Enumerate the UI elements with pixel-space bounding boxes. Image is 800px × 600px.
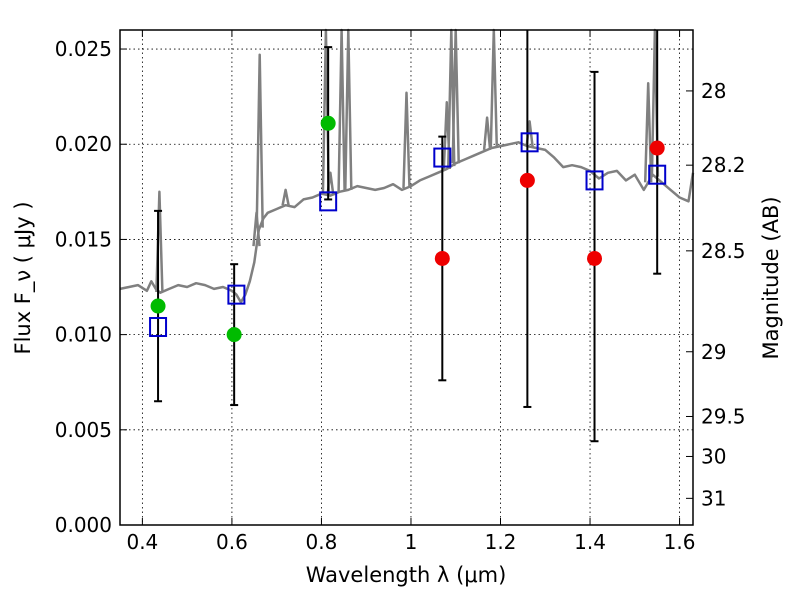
y2-tick-label: 28 — [701, 79, 726, 103]
x-tick-label: 1 — [405, 530, 418, 554]
observed-circle-point — [587, 250, 603, 266]
y2-tick-label: 31 — [701, 486, 726, 510]
x-tick-label: 0.8 — [306, 530, 338, 554]
plot-area — [119, 28, 695, 443]
x-tick-label: 1.2 — [485, 530, 517, 554]
model-square-point — [520, 132, 539, 153]
model-square-point — [227, 284, 246, 305]
right-axis-label: Magnitude (AB) — [759, 196, 783, 359]
y-tick-label: 0.025 — [55, 37, 112, 61]
emission-line-spike — [281, 188, 290, 206]
spectrum-line — [119, 141, 695, 304]
y-tick-label: 0.000 — [55, 513, 112, 537]
observed-circle-point — [226, 327, 242, 343]
x-tick-label: 1.4 — [574, 530, 606, 554]
grid-lines — [120, 30, 693, 525]
y2-tick-label: 28.5 — [701, 239, 746, 263]
y2-tick-label: 29 — [701, 340, 726, 364]
emission-line-spike — [252, 211, 261, 247]
observed-circle-point — [434, 250, 450, 266]
y-tick-label: 0.005 — [55, 418, 112, 442]
emission-line-spike — [482, 116, 492, 151]
observed-circle-point — [519, 172, 535, 188]
emission-line-spike — [344, 28, 353, 190]
model-square-point — [585, 170, 604, 191]
emission-line-spike — [402, 91, 411, 189]
x-tick-label: 0.6 — [216, 530, 248, 554]
model-square-point — [319, 191, 338, 212]
y2-tick-label: 28.2 — [701, 153, 746, 177]
model-square-point — [648, 164, 667, 185]
y-axis-label: Flux F_ν ( μJy ) — [11, 201, 36, 354]
plot-frame — [119, 29, 694, 526]
emission-line-spike — [337, 28, 346, 192]
x-tick-label: 0.4 — [126, 530, 158, 554]
x-axis-label: Wavelength λ (μm) — [306, 563, 507, 587]
y2-tick-label: 29.5 — [701, 404, 746, 428]
emission-line-spike — [255, 53, 264, 228]
y2-tick-label: 30 — [701, 444, 726, 468]
observed-circle-point — [150, 298, 166, 314]
observed-circle-point — [649, 140, 665, 156]
model-square-point — [433, 147, 452, 168]
axis-ticks: 0.4 0.6 0.8 1 1.2 1.4 1.6 0.000 0.005 0.010 0.015 0… — [55, 30, 746, 554]
emission-line-spike — [451, 28, 460, 164]
emission-line-spike — [489, 28, 499, 148]
y-tick-label: 0.015 — [55, 227, 112, 251]
x-tick-label: 1.6 — [664, 530, 696, 554]
model-square-point — [149, 317, 168, 337]
observed-circle-point — [320, 115, 336, 131]
y-tick-label: 0.010 — [55, 323, 112, 347]
y-tick-label: 0.020 — [55, 132, 112, 156]
